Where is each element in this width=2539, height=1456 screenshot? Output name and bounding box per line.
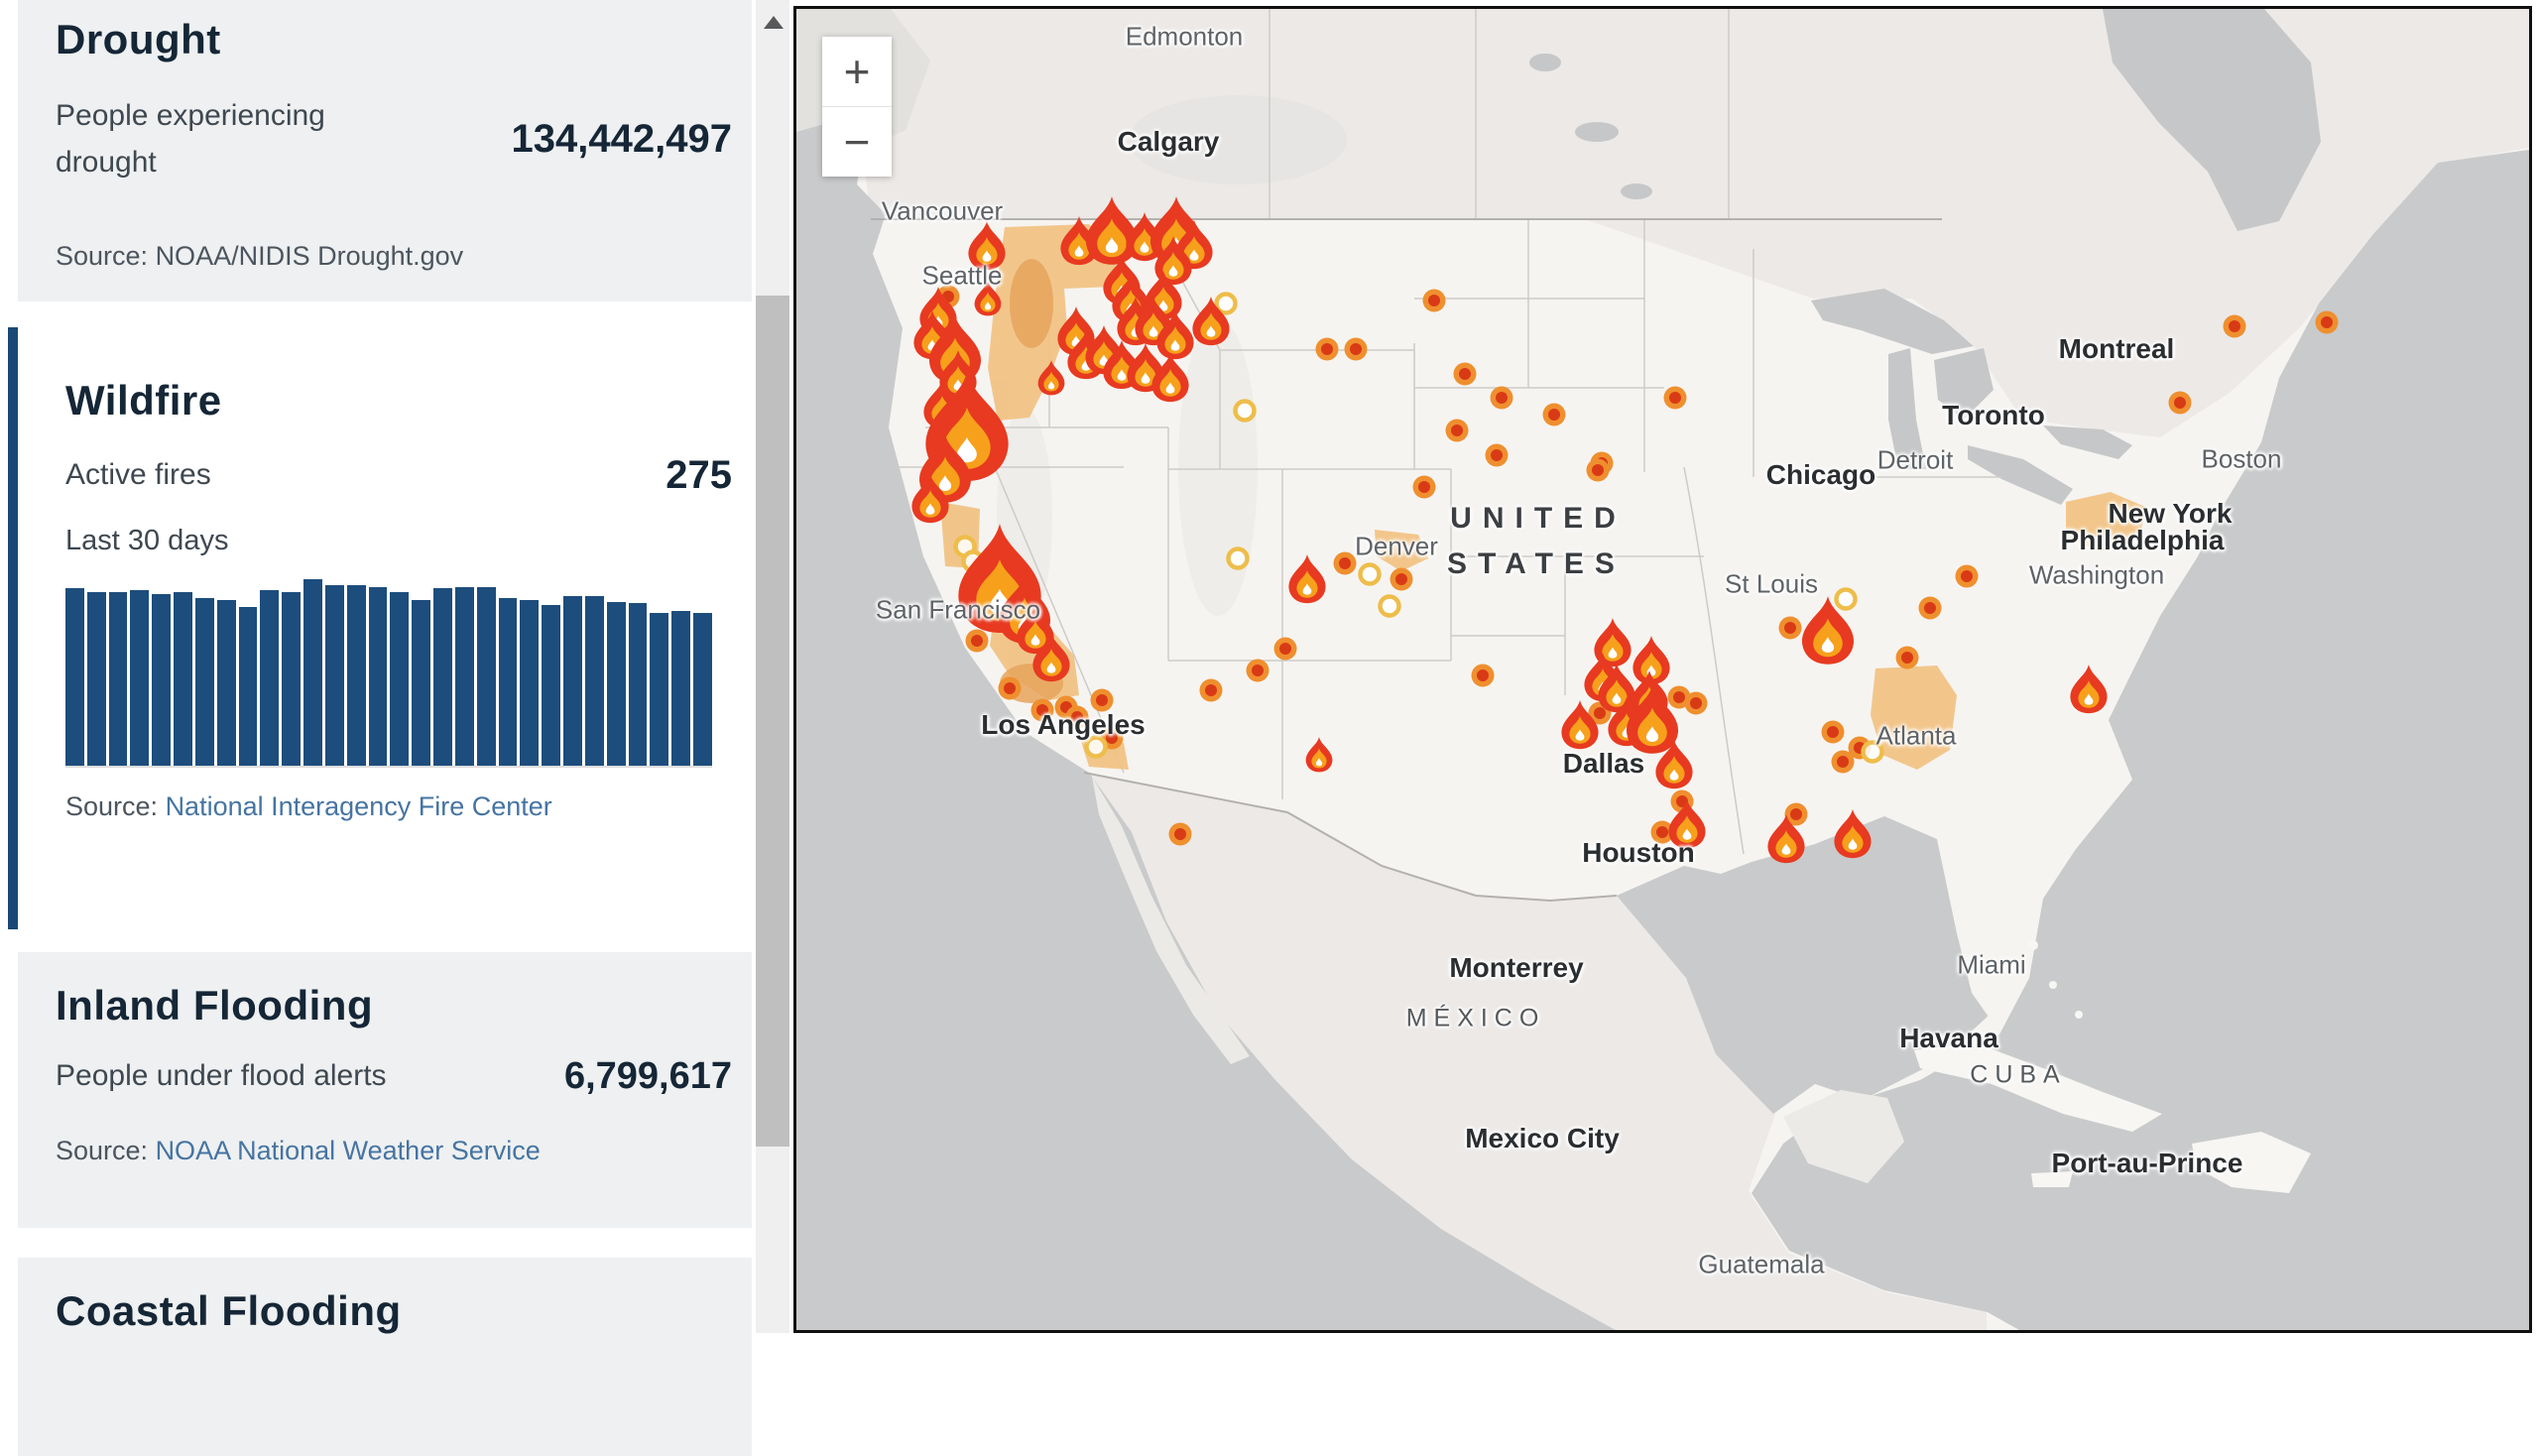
chart-bar <box>174 591 192 766</box>
chart-bar <box>412 599 431 766</box>
zoom-in-button[interactable]: + <box>843 46 871 97</box>
map-zoom-control: + − <box>822 37 892 177</box>
chart-bar <box>303 578 322 766</box>
chart-bar <box>130 589 150 766</box>
drought-source: Source: NOAA/NIDIS Drought.gov <box>56 241 732 272</box>
inland-metric-row: People under flood alerts 6,799,617 <box>56 1053 732 1100</box>
inland-source-prefix: Source: <box>56 1135 156 1165</box>
chart-bar <box>693 612 712 766</box>
wildfire-title: Wildfire <box>65 377 222 424</box>
chart-bar <box>650 612 669 766</box>
wildfire-source: Source: National Interagency Fire Center <box>65 791 732 822</box>
wildfire-card[interactable]: Wildfire Active fires 275 Last 30 days S… <box>8 327 752 929</box>
drought-metric-label: People experiencing drought <box>56 99 325 179</box>
scroll-up-arrow-icon[interactable] <box>764 16 784 29</box>
wildfire-bar-chart <box>65 575 712 768</box>
chart-bar <box>498 597 518 766</box>
chart-bar <box>108 591 128 766</box>
chart-bar <box>390 591 410 766</box>
chart-bar <box>671 610 691 766</box>
chart-bar <box>433 587 452 766</box>
hazard-sidebar: Drought People experiencing drought 134,… <box>0 0 798 1456</box>
drought-source-prefix: Source: <box>56 241 156 271</box>
wildfire-metric-value: 275 <box>665 452 732 497</box>
chart-bar <box>584 595 604 766</box>
chart-bar <box>368 586 388 766</box>
drought-title: Drought <box>56 16 221 62</box>
drought-metric-value: 134,442,497 <box>511 117 732 161</box>
wildfire-source-prefix: Source: <box>65 790 166 821</box>
inland-metric-value: 6,799,617 <box>563 1054 732 1097</box>
chart-bar <box>542 604 561 766</box>
chart-bar <box>454 586 474 766</box>
zoom-divider <box>822 106 892 107</box>
wildfire-metric-label: Active fires <box>65 458 211 491</box>
zoom-out-button[interactable]: − <box>843 116 871 168</box>
chart-bar <box>260 589 280 766</box>
inland-source: Source: NOAA National Weather Service <box>56 1136 732 1166</box>
drought-card[interactable]: Drought People experiencing drought 134,… <box>18 0 752 302</box>
chart-bar <box>606 601 626 766</box>
sidebar-scrollbar-thumb[interactable] <box>756 296 789 1147</box>
wildfire-sublabel: Last 30 days <box>65 524 229 556</box>
inland-metric-label: People under flood alerts <box>56 1059 387 1092</box>
inland-flooding-title: Inland Flooding <box>56 982 374 1029</box>
chart-bar <box>65 587 84 766</box>
chart-bar <box>194 597 214 766</box>
chart-bar <box>238 606 258 766</box>
drought-metric-row: People experiencing drought 134,442,497 <box>56 93 732 185</box>
chart-bar <box>152 593 172 766</box>
chart-bar <box>86 591 106 766</box>
chart-bar <box>520 599 540 766</box>
chart-bar <box>346 584 366 766</box>
inland-source-link[interactable]: NOAA National Weather Service <box>155 1135 541 1165</box>
chart-bar <box>282 591 302 766</box>
inland-flooding-card[interactable]: Inland Flooding People under flood alert… <box>18 952 752 1228</box>
chart-bar <box>563 595 582 766</box>
chart-bar <box>216 599 236 766</box>
drought-source-text: NOAA/NIDIS Drought.gov <box>155 241 464 271</box>
wildfire-metric-row: Active fires 275 <box>65 452 732 499</box>
coastal-flooding-card[interactable]: Coastal Flooding <box>18 1258 752 1456</box>
chart-bar <box>476 586 496 766</box>
basemap <box>796 9 2529 1330</box>
wildfire-source-link[interactable]: National Interagency Fire Center <box>165 790 552 821</box>
coastal-flooding-title: Coastal Flooding <box>56 1287 402 1334</box>
chart-bar <box>324 584 344 766</box>
hazard-map[interactable]: Edmonton Calgary Vancouver Seattle Montreal T… <box>793 6 2532 1333</box>
chart-bar <box>628 602 648 766</box>
